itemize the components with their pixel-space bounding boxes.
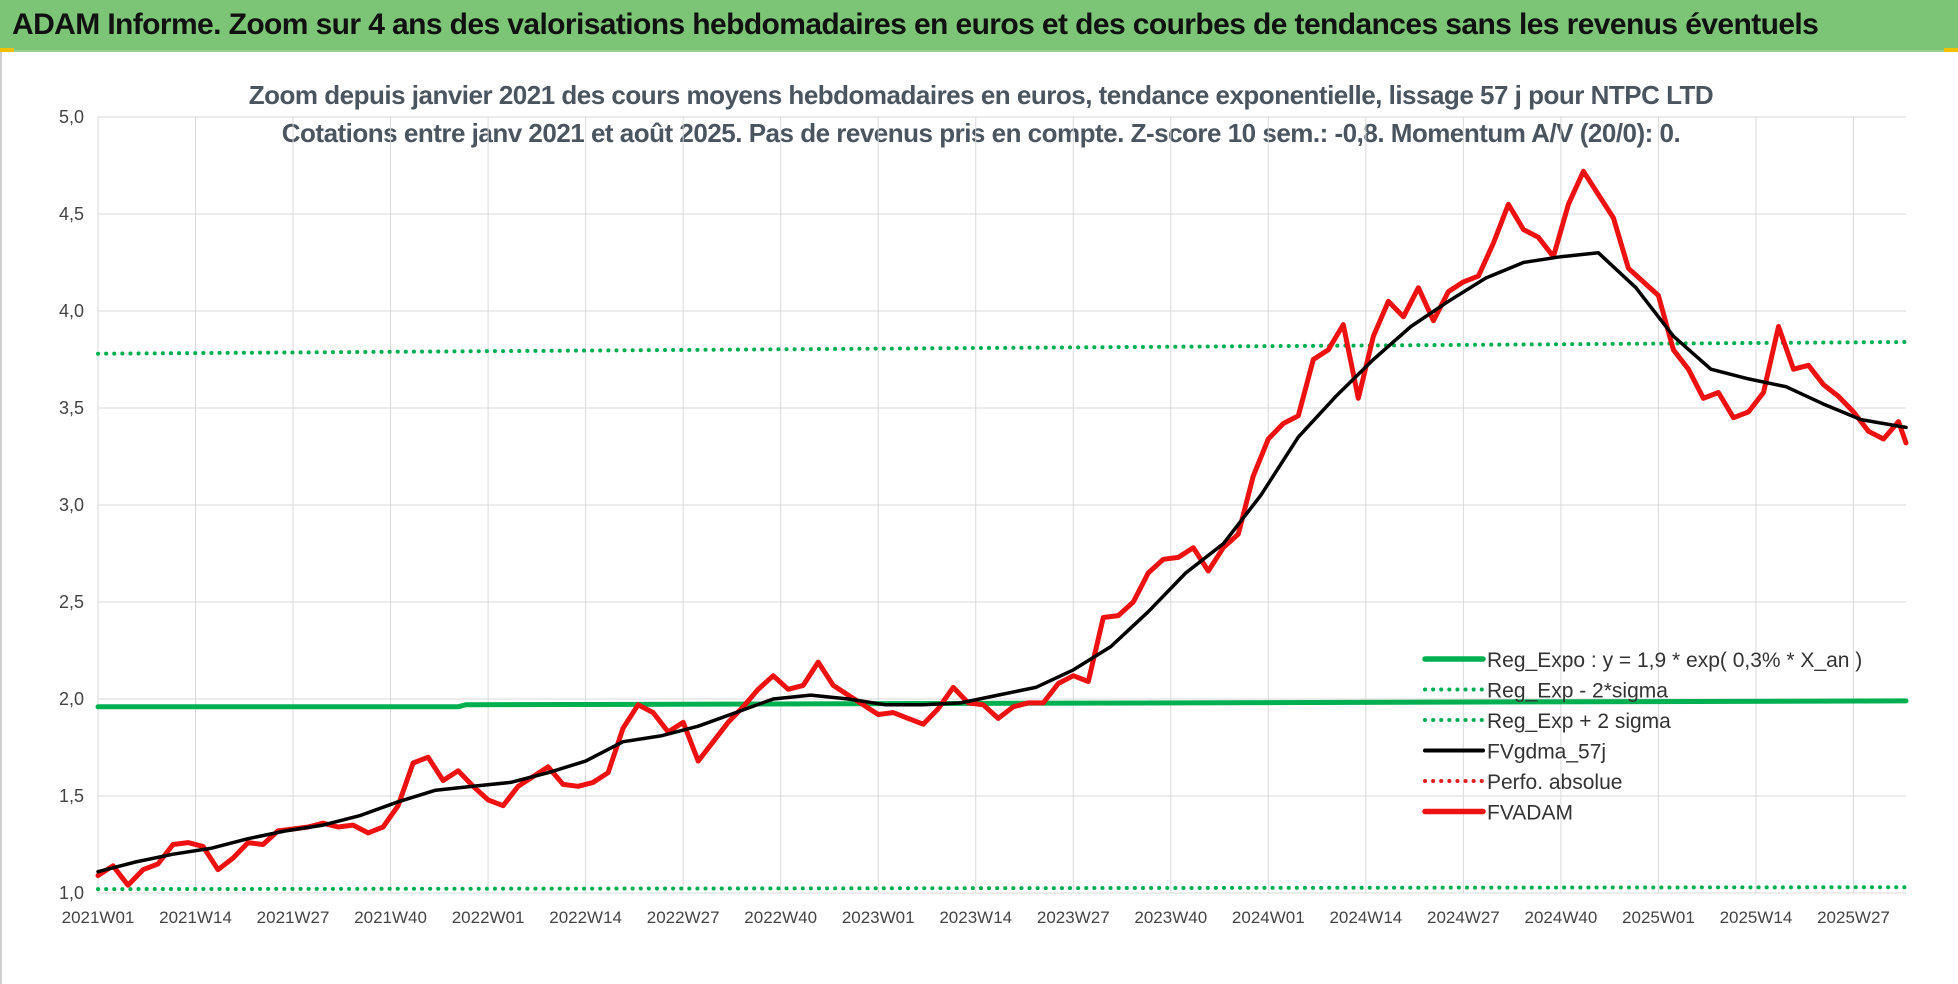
corner-marker <box>0 48 14 52</box>
x-tick-label: 2023W27 <box>1037 908 1110 927</box>
y-tick-label: 1,5 <box>59 786 84 806</box>
x-tick-label: 2021W27 <box>257 908 330 927</box>
x-tick-label: 2025W01 <box>1622 908 1695 927</box>
series-line <box>96 251 1908 874</box>
header-banner: ADAM Informe. Zoom sur 4 ans des valoris… <box>0 0 1958 52</box>
x-tick-label: 2021W14 <box>159 908 232 927</box>
y-tick-label: 2,5 <box>59 592 84 612</box>
y-tick-label: 4,0 <box>59 301 84 321</box>
x-tick-label: 2022W27 <box>647 908 720 927</box>
report-title: ADAM Informe. Zoom sur 4 ans des valoris… <box>12 8 1819 41</box>
chart-title: Zoom depuis janvier 2021 des cours moyen… <box>248 80 1714 110</box>
x-tick-label: 2024W14 <box>1329 908 1402 927</box>
x-tick-label: 2022W01 <box>452 908 525 927</box>
x-tick-label: 2023W14 <box>939 908 1012 927</box>
x-tick-label: 2021W01 <box>62 908 135 927</box>
x-tick-label: 2024W01 <box>1232 908 1305 927</box>
y-tick-label: 5,0 <box>59 107 84 127</box>
y-tick-label: 4,5 <box>59 204 84 224</box>
series-line <box>95 698 1909 710</box>
legend-label: FVADAM <box>1487 802 1573 825</box>
chart-subtitle: Cotations entre janv 2021 et août 2025. … <box>281 118 1681 148</box>
y-tick-label: 1,0 <box>59 883 84 903</box>
x-tick-label: 2024W40 <box>1525 908 1598 927</box>
y-tick-label: 3,0 <box>59 495 84 515</box>
chart-area: Zoom depuis janvier 2021 des cours moyen… <box>0 52 1958 984</box>
legend-label: Reg_Exp + 2 sigma <box>1487 710 1671 733</box>
x-tick-label: 2025W27 <box>1817 908 1890 927</box>
x-tick-label: 2025W14 <box>1720 908 1793 927</box>
legend-label: Reg_Exp - 2*sigma <box>1487 680 1668 703</box>
legend-label: Reg_Expo : y = 1,9 * exp( 0,3% * X_an ) <box>1487 649 1862 672</box>
y-tick-label: 2,0 <box>59 689 84 709</box>
series-line <box>95 168 1909 888</box>
x-tick-label: 2022W40 <box>744 908 817 927</box>
x-tick-label: 2022W14 <box>549 908 622 927</box>
series-line <box>96 340 1908 356</box>
x-tick-label: 2023W40 <box>1134 908 1207 927</box>
series-line <box>96 885 1908 892</box>
corner-marker <box>1944 48 1958 52</box>
x-tick-label: 2023W01 <box>842 908 915 927</box>
legend-label: FVgdma_57j <box>1487 741 1606 764</box>
x-tick-label: 2021W40 <box>354 908 427 927</box>
legend-label: Perfo. absolue <box>1487 771 1622 794</box>
x-tick-label: 2024W27 <box>1427 908 1500 927</box>
y-tick-label: 3,5 <box>59 398 84 418</box>
